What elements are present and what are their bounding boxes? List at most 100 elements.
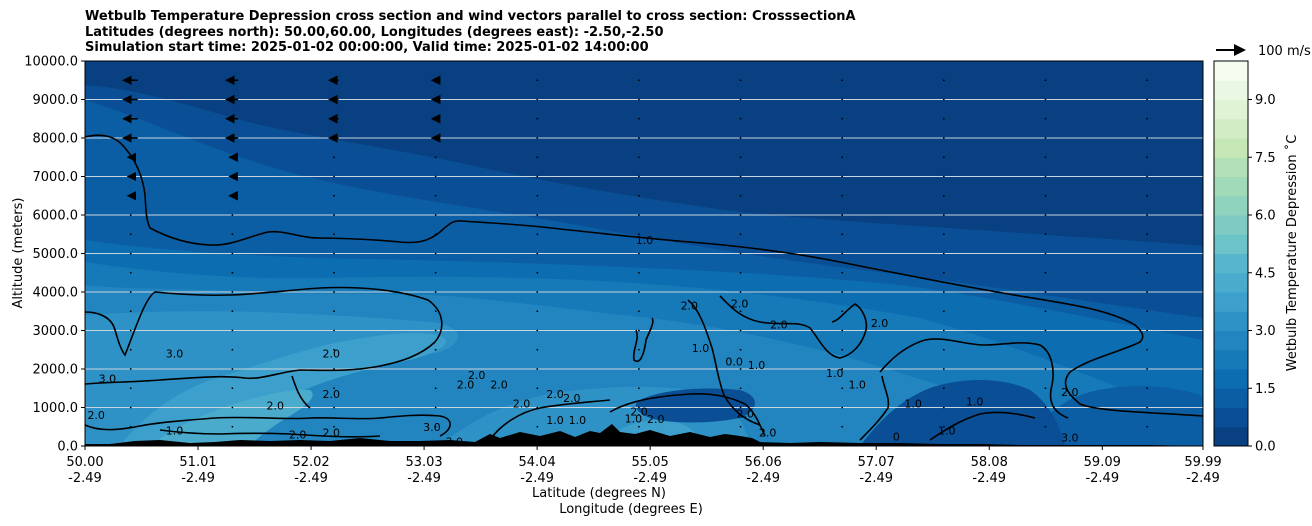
x-tick-lat-4: 54.04 [519, 455, 556, 470]
colorbar-ticks: 0.0 1.5 3.0 4.5 6.0 7.5 9.0 [1248, 93, 1276, 455]
wind-arrow-6-4 [739, 348, 742, 351]
wind-arrow-7-6 [841, 310, 844, 313]
wind-arrow-5-14 [638, 156, 640, 159]
wind-arrow-7-4 [841, 348, 844, 351]
contour-label-0: 1.0 [636, 234, 654, 247]
title-line-3: Simulation start time: 2025-01-02 00:00:… [85, 40, 649, 55]
wind-arrow-5-10 [638, 233, 640, 236]
colorbar-level-12 [1214, 195, 1248, 216]
wind-arrow-5-5 [638, 329, 640, 332]
wind-arrow-7-11 [841, 214, 844, 216]
wind-arrow-2-2 [333, 387, 335, 390]
wind-arrow-3-9 [434, 252, 437, 255]
wind-arrow-9-12 [1044, 194, 1047, 197]
wind-arrow-8-13 [942, 175, 945, 178]
x-tick-lon-6: -2.49 [746, 471, 780, 486]
wind-arrow-9-0 [1044, 425, 1047, 428]
wind-arrow-4-8 [536, 271, 539, 274]
wind-arrow-7-18 [841, 79, 844, 82]
contour-label-24: 2.0 [681, 299, 699, 312]
wind-arrow-10-17 [1146, 98, 1148, 101]
colorbar-tick-label-3: 4.5 [1255, 266, 1276, 281]
wind-arrow-6-14 [739, 156, 742, 159]
contour-label-1: 2.0 [871, 317, 889, 330]
colorbar-tick-label-5: 7.5 [1255, 151, 1276, 166]
x-tick-lat-8: 58.08 [971, 455, 1008, 470]
x-tick-lon-9: -2.49 [1085, 471, 1119, 486]
wind-arrow-10-18 [1146, 79, 1148, 82]
contour-label-29: 2.0 [770, 319, 788, 332]
contour-label-18: 2.0 [563, 392, 581, 405]
wind-vectors [122, 75, 1148, 428]
wind-arrow-4-11 [536, 214, 539, 216]
wind-arrow-10-3 [1146, 368, 1148, 370]
contour-label-9: 2.0 [322, 388, 340, 401]
contour-2-0-lower [85, 414, 451, 437]
contour-label-group: 1.02.03.03.02.01.02.02.0 2.02.02.02.02.0 2… [87, 234, 1078, 448]
wind-arrow-5-3 [638, 368, 640, 370]
wind-arrow-10-12 [1146, 194, 1148, 197]
contour-1-0-low-east [879, 338, 1069, 419]
wind-arrow-5-6 [638, 310, 640, 313]
y-tick-label-10: 10000.0 [24, 55, 78, 70]
wind-arrow-10-10 [1146, 233, 1148, 236]
contour-label-17: 2.0 [546, 388, 564, 401]
wind-arrow-9-3 [1044, 368, 1047, 370]
wind-arrow-6-13 [739, 175, 742, 178]
wind-arrow-2-0 [333, 425, 335, 428]
wind-arrow-3-13 [434, 175, 437, 178]
contour-label-11: 2.0 [468, 369, 486, 382]
x-tick-lon-4: -2.49 [520, 471, 554, 486]
wind-arrow-4-6 [536, 310, 539, 313]
wind-arrow-7-1 [841, 406, 844, 409]
wind-arrow-5-1 [638, 406, 640, 409]
y-tick-label-7: 7000.0 [33, 170, 79, 185]
contour-label-22: 2.0 [630, 405, 648, 418]
wind-arrow-4-16 [536, 117, 539, 120]
contour-label-20: 1.0 [569, 414, 587, 427]
wind-arrow-8-16 [942, 117, 945, 120]
wind-arrow-6-16 [739, 117, 742, 120]
wind-arrow-6-9 [739, 252, 742, 255]
x-tick-lat-2: 52.02 [292, 455, 329, 470]
wind-arrow-2-7 [333, 291, 335, 293]
wind-arrow-4-7 [536, 291, 539, 293]
wind-arrow-4-13 [536, 175, 539, 178]
wind-arrow-9-14 [1044, 156, 1047, 159]
colorbar-level-6 [1214, 311, 1248, 331]
wind-arrow-7-14 [841, 156, 844, 159]
colorbar-level-10 [1214, 234, 1248, 254]
colorbar-level-5 [1214, 330, 1248, 351]
wind-arrow-10-6 [1146, 310, 1148, 313]
wind-arrow-9-9 [1044, 252, 1047, 255]
y-tick-label-2: 2000.0 [33, 363, 79, 378]
contour-label-19: 1.0 [546, 414, 564, 427]
wind-arrow-4-9 [536, 252, 539, 255]
wind-arrow-4-15 [536, 137, 539, 139]
contour-label-33: 1.0 [848, 378, 866, 391]
contour-label-36: 1.0 [938, 425, 956, 438]
wind-arrow-7-3 [841, 368, 844, 370]
wind-arrow-7-16 [841, 117, 844, 120]
wind-arrow-8-0 [942, 425, 945, 428]
contour-label-14: 3.0 [423, 421, 441, 434]
wind-arrow-8-6 [942, 310, 945, 313]
wind-arrow-4-3 [536, 368, 539, 370]
wind-arrow-5-7 [638, 291, 640, 293]
wind-arrow-8-17 [942, 98, 945, 101]
wind-arrow-9-7 [1044, 291, 1047, 293]
colorbar-level-4 [1214, 349, 1248, 370]
wind-arrow-6-1 [739, 406, 742, 409]
wind-arrow-9-4 [1044, 348, 1047, 351]
colorbar-level-11 [1214, 215, 1248, 235]
x-tick-lon-8: -2.49 [972, 471, 1006, 486]
wind-arrow-6-0 [739, 425, 742, 428]
x-tick-lat-1: 51.01 [179, 455, 216, 470]
wind-arrow-5-0 [638, 425, 640, 428]
colorbar-level-9 [1214, 253, 1248, 274]
colorbar-level-2 [1214, 388, 1248, 408]
x-tick-lon-1: -2.49 [181, 471, 215, 486]
wind-arrow-2-4 [333, 348, 335, 351]
colorbar-level-14 [1214, 157, 1248, 177]
x-tick-lat-0: 50.00 [66, 455, 103, 470]
